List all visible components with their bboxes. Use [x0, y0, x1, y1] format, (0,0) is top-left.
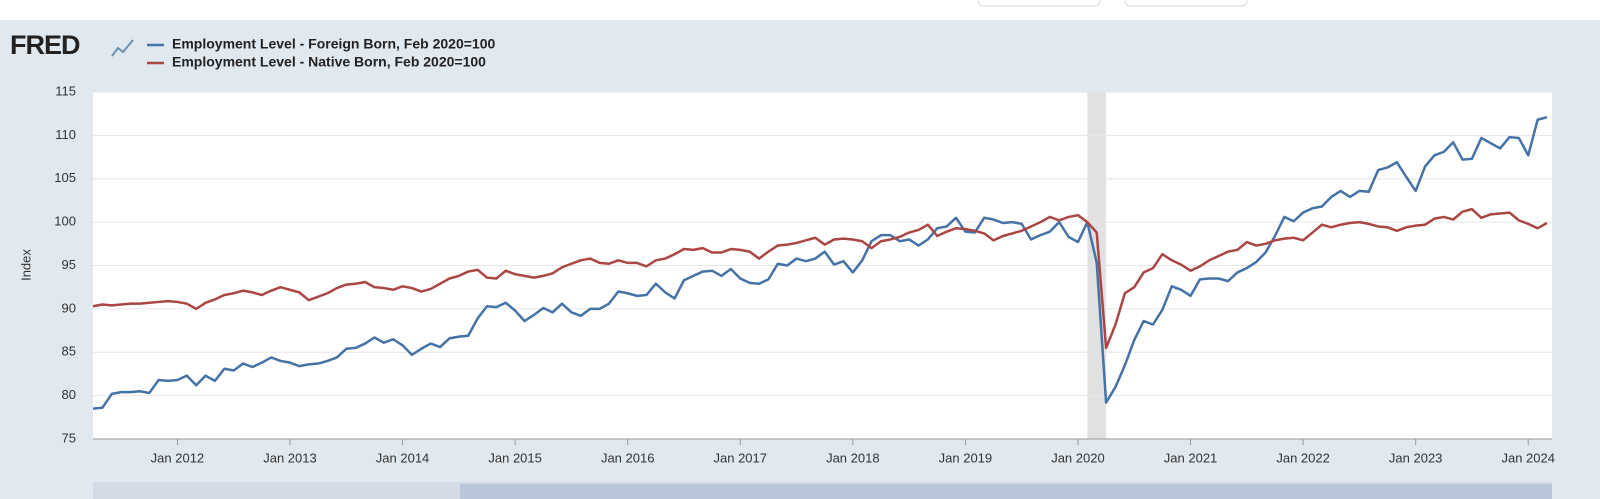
- x-tick-label: Jan 2022: [1276, 450, 1330, 465]
- legend-label: Employment Level - Foreign Born, Feb 202…: [172, 36, 495, 52]
- range-selection[interactable]: [460, 484, 1552, 499]
- logo-icon: [111, 39, 134, 57]
- x-tick-label: Jan 2013: [263, 450, 317, 465]
- y-tick-label: 105: [54, 170, 76, 185]
- y-axis-label: Index: [18, 249, 33, 281]
- x-tick-label: Jan 2019: [939, 450, 993, 465]
- x-tick-label: Jan 2016: [601, 450, 655, 465]
- x-tick-label: Jan 2014: [376, 450, 430, 465]
- legend-label: Employment Level - Native Born, Feb 2020…: [172, 54, 486, 70]
- y-tick-label: 115: [55, 83, 76, 98]
- y-tick-label: 85: [62, 344, 76, 359]
- x-tick-label: Jan 2024: [1501, 450, 1555, 465]
- y-tick-label: 90: [62, 300, 76, 315]
- y-tick-label: 110: [55, 127, 76, 142]
- logo: FRED: [10, 30, 80, 60]
- x-tick-label: Jan 2020: [1051, 450, 1105, 465]
- series-line: [92, 207, 1548, 350]
- y-tick-label: 100: [54, 214, 76, 229]
- toolbar-button[interactable]: [1124, 0, 1248, 7]
- y-tick-label: 80: [62, 387, 76, 402]
- x-tick-label: Jan 2012: [151, 450, 205, 465]
- y-tick-label: 95: [62, 257, 76, 272]
- toolbar-button[interactable]: [977, 0, 1101, 7]
- x-tick-label: Jan 2021: [1164, 450, 1218, 465]
- x-tick-label: Jan 2018: [826, 450, 880, 465]
- x-tick-label: Jan 2015: [488, 450, 542, 465]
- y-tick-label: 75: [62, 430, 76, 445]
- x-tick-label: Jan 2023: [1389, 450, 1443, 465]
- x-tick-label: Jan 2017: [714, 450, 768, 465]
- series-line: [92, 115, 1548, 410]
- top-bar: [0, 0, 1600, 20]
